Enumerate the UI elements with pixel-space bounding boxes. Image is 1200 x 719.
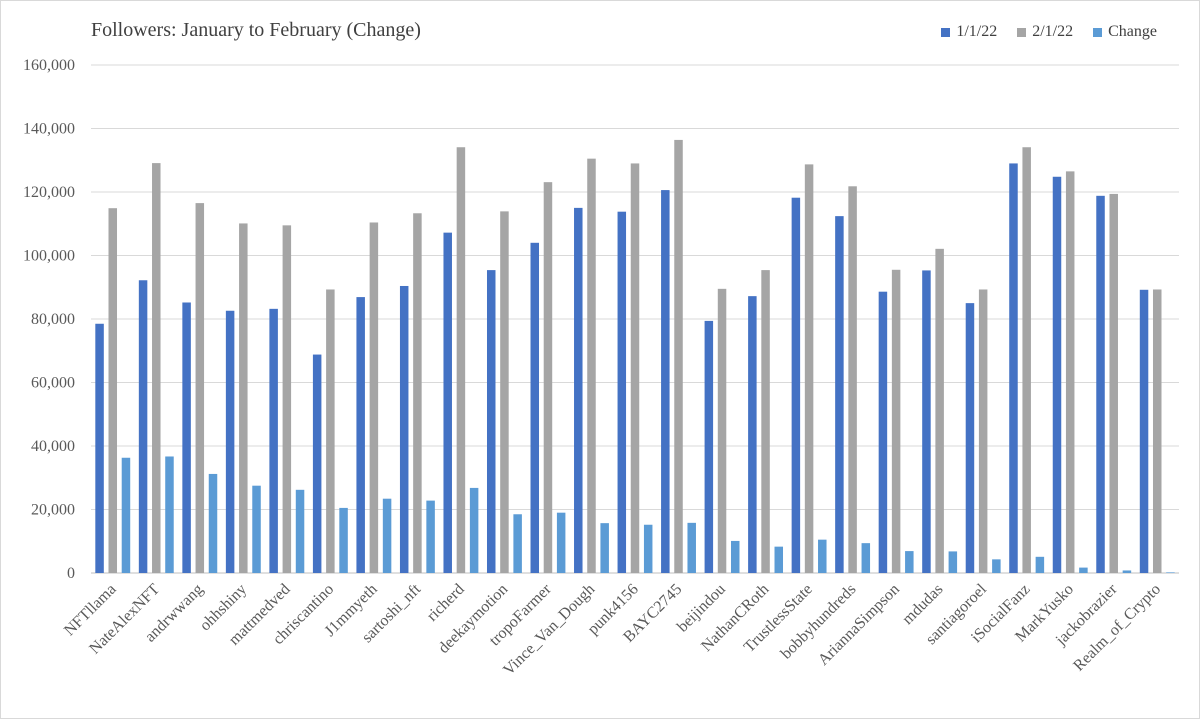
bar-series-1: [138, 280, 148, 573]
bar-series-1: [1009, 163, 1018, 573]
bar-series-2: [1152, 289, 1162, 573]
bar-series-2: [108, 208, 118, 573]
bar-series-2: [239, 223, 248, 573]
bar-series-2: [717, 288, 727, 573]
y-tick-label: 80,000: [31, 311, 75, 328]
y-tick-label: 160,000: [23, 57, 75, 74]
bar-series-3: [1079, 567, 1088, 573]
bar-series-3: [905, 551, 914, 573]
legend-label-series-1: 1/1/22: [956, 23, 998, 40]
bar-series-3: [1166, 572, 1175, 573]
bar-series-3: [339, 507, 348, 573]
bar-series-3: [687, 522, 696, 573]
bar-series-1: [661, 190, 670, 573]
bar-series-1: [95, 323, 104, 573]
bar-series-3: [948, 551, 958, 573]
bar-series-2: [456, 147, 466, 574]
bar-series-2: [152, 163, 161, 574]
x-tick-label: AriannaSimpson: [815, 581, 903, 669]
bar-series-1: [225, 310, 235, 573]
bar-series-3: [600, 523, 609, 573]
bar-series-1: [356, 297, 365, 573]
bar-series-1: [878, 291, 888, 573]
legend-swatch-series-3: [1093, 27, 1103, 37]
bar-series-1: [791, 197, 801, 573]
bar-series-1: [922, 270, 931, 573]
bar-series-3: [818, 539, 827, 573]
y-tick-label: 20,000: [31, 502, 75, 519]
bar-series-2: [413, 213, 422, 573]
bar-series-2: [543, 182, 553, 573]
bar-series-2: [804, 164, 814, 573]
bar-series-1: [530, 242, 540, 574]
bar-series-3: [208, 473, 218, 573]
bar-series-3: [1035, 556, 1045, 573]
bar-series-3: [861, 543, 871, 573]
bar-series-3: [513, 514, 522, 573]
bar-series-2: [978, 289, 988, 573]
bar-series-2: [935, 248, 944, 573]
bar-series-1: [1096, 195, 1105, 573]
bar-series-1: [269, 308, 278, 573]
bar-series-1: [617, 211, 627, 573]
bar-series-3: [295, 489, 305, 573]
bar-series-2: [282, 225, 292, 573]
bar-series-1: [486, 270, 496, 573]
bar-series-1: [574, 207, 583, 574]
bar-series-3: [774, 546, 784, 573]
bar-series-3: [165, 456, 174, 573]
bar-series-2: [891, 269, 901, 573]
bar-series-3: [382, 498, 392, 573]
bar-series-2: [500, 211, 509, 573]
bar-series-2: [587, 158, 596, 573]
legend-label-series-2: 2/1/22: [1032, 23, 1074, 40]
bar-series-1: [399, 285, 409, 573]
bar-series-2: [674, 139, 683, 573]
y-tick-label: 40,000: [31, 438, 75, 455]
y-tick-label: 120,000: [23, 184, 75, 201]
bar-series-3: [992, 559, 1001, 573]
bar-series-2: [630, 163, 640, 573]
x-tick-label: bobbyhundreds: [778, 581, 860, 663]
bar-series-1: [1052, 176, 1062, 573]
bar-series-2: [1065, 171, 1075, 574]
y-tick-label: 60,000: [31, 375, 75, 392]
bar-series-1: [1139, 289, 1149, 573]
legend-label-series-3: Change: [1108, 23, 1157, 40]
bar-series-3: [426, 500, 435, 573]
legend-swatch-series-1: [941, 27, 951, 37]
legend-swatch-series-2: [1017, 27, 1027, 37]
bar-series-3: [121, 457, 131, 573]
bar-series-1: [443, 232, 452, 573]
bar-series-2: [326, 289, 335, 573]
bar-series-1: [965, 303, 975, 574]
bar-series-3: [252, 485, 261, 573]
bar-series-2: [1109, 193, 1118, 573]
bar-series-1: [748, 296, 757, 573]
chart-legend: 1/1/22 2/1/22 Change: [941, 23, 1157, 41]
y-tick-label: 100,000: [23, 248, 75, 265]
bar-series-3: [730, 540, 740, 573]
y-tick-label: 140,000: [23, 121, 75, 138]
bar-series-1: [704, 320, 714, 573]
bar-series-1: [835, 216, 844, 573]
chart-title: Followers: January to February (Change): [91, 19, 421, 41]
bar-series-3: [643, 524, 653, 573]
bar-series-1: [182, 302, 191, 573]
bar-series-3: [469, 487, 479, 573]
bar-series-2: [761, 270, 770, 573]
bar-series-2: [1022, 147, 1031, 574]
bar-series-2: [195, 203, 205, 574]
bar-series-1: [312, 354, 322, 573]
legend-item-series-3: Change: [1093, 23, 1157, 41]
legend-item-series-1: 1/1/22: [941, 23, 997, 41]
bar-series-3: [556, 512, 566, 573]
legend-item-series-2: 2/1/22: [1017, 23, 1073, 41]
bar-series-2: [369, 222, 379, 574]
bar-series-3: [1122, 570, 1132, 573]
y-tick-label: 0: [67, 565, 75, 582]
bar-series-2: [848, 186, 857, 574]
